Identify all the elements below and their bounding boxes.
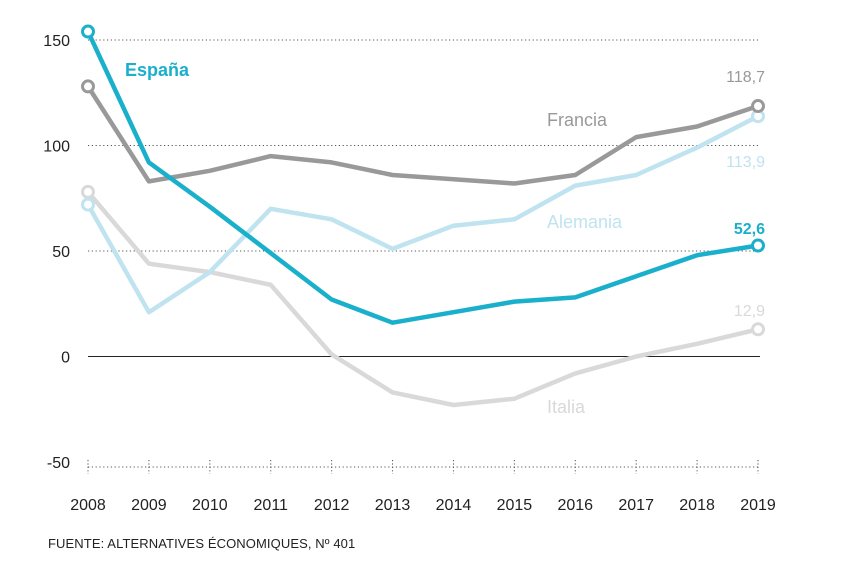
- source-note: FUENTE: ALTERNATIVES ÉCONOMIQUES, Nº 401: [48, 536, 356, 551]
- y-tick-label: 150: [43, 33, 70, 50]
- series-start-marker-francia: [81, 79, 95, 94]
- series-end-value-alemania: 113,9: [726, 154, 765, 171]
- series-end-value-francia: 118,7: [726, 69, 765, 86]
- x-tick-label: 2010: [192, 497, 228, 514]
- x-tick-label: 2017: [618, 497, 654, 514]
- series-name-italia: Italia: [547, 397, 586, 417]
- series-end-marker-espana: [751, 238, 765, 253]
- series-start-marker-italia: [81, 184, 95, 199]
- series-line-francia: [85, 84, 761, 186]
- series-end-value-espana: 52,6: [734, 221, 765, 238]
- y-tick-label: 0: [61, 350, 70, 367]
- series-line-alemania: [85, 113, 761, 315]
- series-start-marker-espana: [81, 24, 95, 39]
- x-tick-label: 2011: [254, 497, 289, 514]
- series-end-value-italia: 12,9: [734, 303, 765, 320]
- series-lines: [81, 24, 765, 408]
- gridlines: [88, 39, 760, 468]
- x-tick-label: 2019: [740, 497, 776, 514]
- series-start-marker-alemania: [81, 197, 95, 212]
- x-tick-label: 2008: [70, 497, 106, 514]
- series-labels: Italia 12,9 Alemania 113,9 Francia 118,7 Españ…: [125, 60, 765, 417]
- series-line-espana: [85, 29, 761, 325]
- x-tick-label: 2013: [375, 497, 411, 514]
- x-tick-label: 2018: [679, 497, 715, 514]
- series-end-marker-francia: [751, 99, 765, 114]
- x-tick-label: 2015: [497, 497, 533, 514]
- x-axis-ticks: 2008 2009 2010 2011 2012 2013 2014 2015 2016 2017…: [70, 460, 776, 514]
- series-name-espana: España: [125, 60, 190, 80]
- x-tick-label: 2009: [131, 497, 167, 514]
- y-tick-label: -50: [47, 455, 70, 472]
- y-tick-label: 100: [43, 139, 70, 156]
- y-tick-label: 50: [52, 244, 70, 261]
- series-end-marker-italia: [751, 322, 765, 337]
- series-name-francia: Francia: [547, 110, 608, 130]
- y-axis-ticks: 150 100 50 0 -50: [43, 33, 70, 472]
- x-tick-label: 2014: [436, 497, 472, 514]
- x-tick-label: 2016: [557, 497, 593, 514]
- x-tick-label: 2012: [314, 497, 350, 514]
- series-line-italia: [85, 189, 761, 408]
- series-name-alemania: Alemania: [547, 212, 623, 232]
